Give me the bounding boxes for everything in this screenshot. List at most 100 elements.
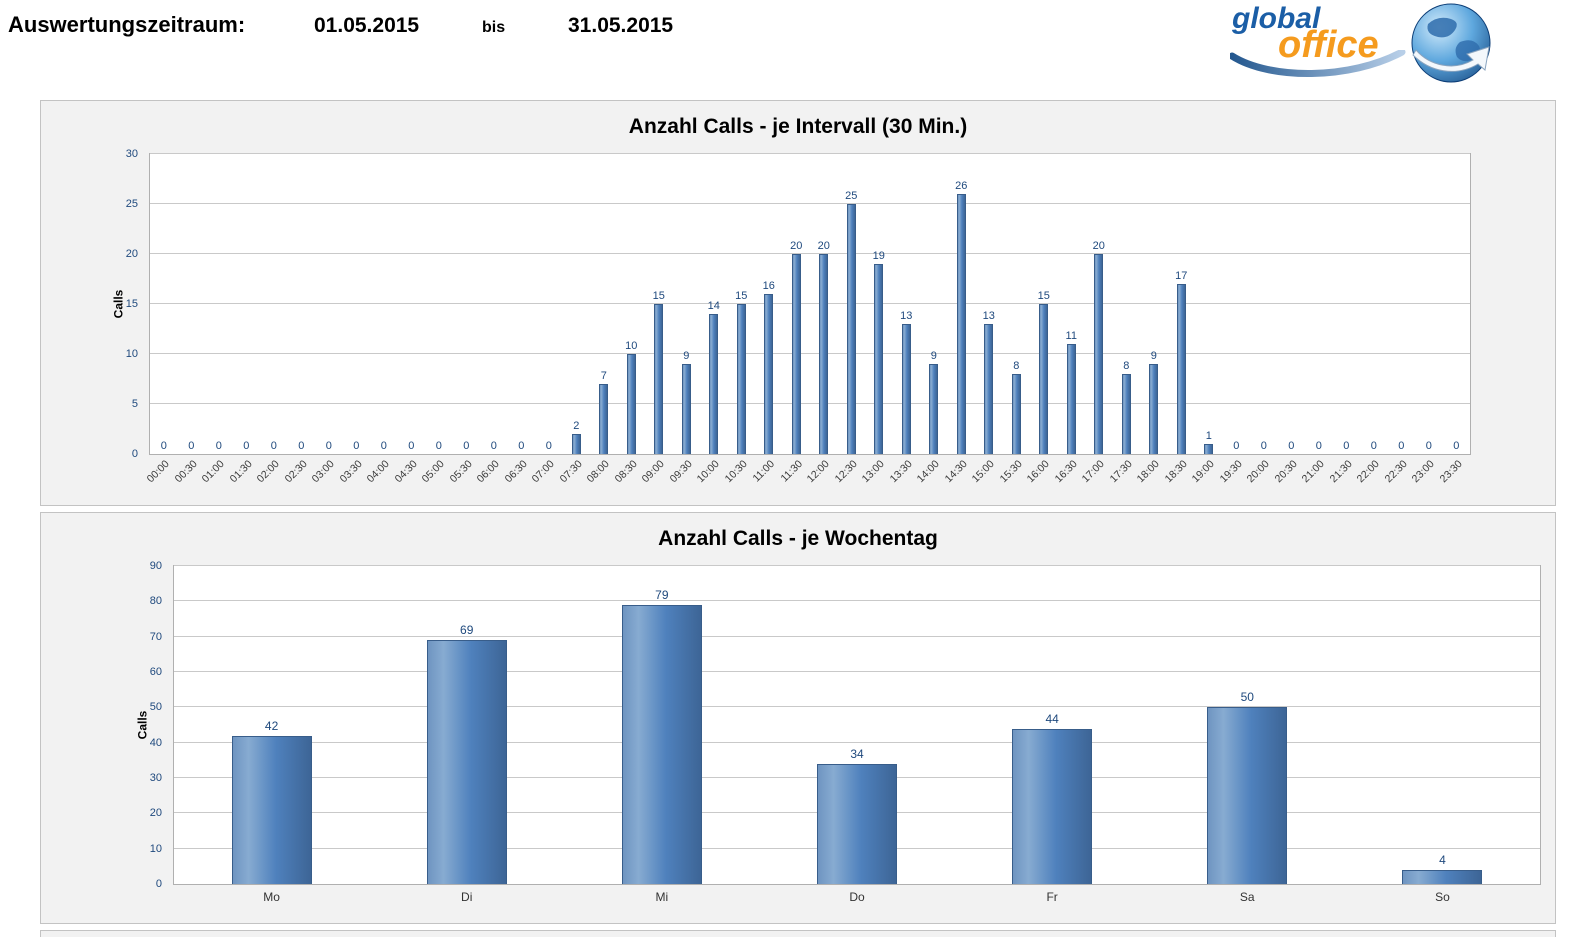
- bar: [816, 763, 897, 884]
- bar-column: 0: [1278, 154, 1306, 454]
- plot-area: Calls 0 5 10 15 20 25 30 0 0 0 0 0 0 0 0 0 0 0 0 0 0 0 2 7 10 15…: [111, 148, 1471, 485]
- bar: [654, 304, 664, 454]
- bar-column: 50: [1150, 566, 1345, 884]
- bar-column: 0: [233, 154, 261, 454]
- date-to: 31.05.2015: [568, 14, 674, 37]
- bar-value-label: 0: [243, 440, 250, 452]
- bar-column: 20: [810, 154, 838, 454]
- bar-column: 0: [1415, 154, 1443, 454]
- bar-column: 9: [673, 154, 701, 454]
- bar-column: 0: [453, 154, 481, 454]
- chart-title: Anzahl Calls - je Intervall (30 Min.): [628, 115, 968, 138]
- bar: [791, 254, 801, 454]
- bar: [1149, 364, 1159, 454]
- bar: [764, 294, 774, 454]
- bar-value-label: 19: [872, 250, 885, 262]
- bar: [1066, 344, 1076, 454]
- bar-value-label: 34: [850, 746, 864, 761]
- bar-value-label: 44: [1045, 711, 1059, 726]
- bar: [426, 640, 507, 884]
- bar: [231, 735, 312, 884]
- bar-column: 0: [1305, 154, 1333, 454]
- gridline: [150, 403, 1470, 404]
- bar-column: 0: [343, 154, 371, 454]
- bar: [626, 354, 636, 454]
- bar-column: 8: [1113, 154, 1141, 454]
- bar-column: 8: [1003, 154, 1031, 454]
- bar-value-label: 15: [1037, 290, 1050, 302]
- bar-value-label: 0: [1233, 440, 1240, 452]
- bar-value-label: 0: [435, 440, 442, 452]
- x-tick-label: Fr: [1046, 890, 1058, 904]
- bar-column: 0: [1223, 154, 1251, 454]
- y-tick-label: 70: [149, 630, 162, 643]
- bar-value-label: 0: [1453, 440, 1460, 452]
- gridline: [174, 635, 1540, 637]
- chart-panel-weekdays: Anzahl Calls - je Wochentag Calls 0 10 20 3…: [40, 512, 1556, 924]
- bar-value-label: 0: [1370, 440, 1377, 452]
- bar-column: 10: [618, 154, 646, 454]
- bar-value-label: 42: [264, 718, 279, 733]
- gridline: [174, 706, 1540, 708]
- bar-column: 13: [975, 154, 1003, 454]
- bar-column: 11: [1058, 154, 1086, 454]
- bar-value-label: 20: [790, 240, 803, 252]
- bar-value-label: 0: [160, 440, 167, 452]
- gridline: [174, 741, 1540, 743]
- bar-value-label: 8: [1123, 360, 1130, 372]
- bar-column: 19: [865, 154, 893, 454]
- y-tick-label: 60: [149, 666, 162, 678]
- bar-value-label: 20: [817, 240, 830, 252]
- x-axis-ticks: Mo Di Mi Do Fr Sa So: [174, 884, 1540, 910]
- next-panel-edge: [40, 930, 1556, 937]
- y-tick-label: 40: [149, 736, 162, 749]
- gridline: [174, 600, 1540, 602]
- bar-value-label: 9: [930, 350, 937, 362]
- bar-value-label: 9: [683, 350, 690, 362]
- bar-value-label: 0: [353, 440, 360, 452]
- bar: [1402, 869, 1483, 884]
- bar-value-label: 0: [1315, 440, 1322, 452]
- bar: [1011, 374, 1021, 454]
- gridline: [174, 671, 1540, 672]
- y-tick-label: 30: [125, 148, 138, 160]
- gridline: [150, 303, 1470, 304]
- bar-value-label: 16: [762, 280, 775, 292]
- bar-value-label: 4: [1439, 852, 1446, 867]
- chart-panel-intervals: Anzahl Calls - je Intervall (30 Min.) Ca…: [40, 100, 1556, 506]
- bar-value-label: 13: [982, 310, 995, 322]
- bar: [901, 324, 911, 454]
- bar-value-label: 0: [518, 440, 525, 452]
- bar-value-label: 1: [1205, 430, 1212, 442]
- bar: [1204, 444, 1214, 454]
- bar-column: 0: [1333, 154, 1361, 454]
- y-tick-label: 90: [149, 560, 162, 572]
- bar-value-label: 0: [1425, 440, 1432, 452]
- bar-value-label: 11: [1065, 330, 1077, 342]
- x-tick-label: Do: [849, 890, 865, 904]
- bar-value-label: 0: [188, 440, 195, 452]
- bar-value-label: 0: [463, 440, 470, 452]
- bar-column: 14: [700, 154, 728, 454]
- bar-value-label: 0: [270, 440, 277, 452]
- bar-value-label: 2: [573, 420, 580, 432]
- bar-column: 0: [315, 154, 343, 454]
- bar: [1176, 284, 1186, 454]
- y-tick-label: 80: [149, 595, 162, 608]
- bar-value-label: 0: [1260, 440, 1267, 452]
- bar-value-label: 0: [1288, 440, 1295, 452]
- bar-column: 0: [1360, 154, 1388, 454]
- bar-value-label: 14: [707, 300, 720, 312]
- bar-value-label: 26: [955, 180, 968, 192]
- bar-column: 34: [759, 566, 954, 884]
- y-tick-label: 30: [149, 772, 162, 784]
- y-axis-ticks: 0 5 10 15 20 25 30: [100, 148, 144, 460]
- period-label: Auswertungszeitraum:: [8, 12, 246, 37]
- bar-value-label: 17: [1175, 270, 1188, 282]
- date-from: 01.05.2015: [314, 14, 420, 37]
- bar-column: 0: [370, 154, 398, 454]
- plot-area: Calls 0 10 20 30 40 50 60 70 80 90 42 69 79 34 44 50 4 …: [135, 560, 1541, 904]
- bar: [846, 204, 856, 454]
- bar-value-label: 15: [735, 290, 748, 302]
- gridline: [150, 153, 1470, 154]
